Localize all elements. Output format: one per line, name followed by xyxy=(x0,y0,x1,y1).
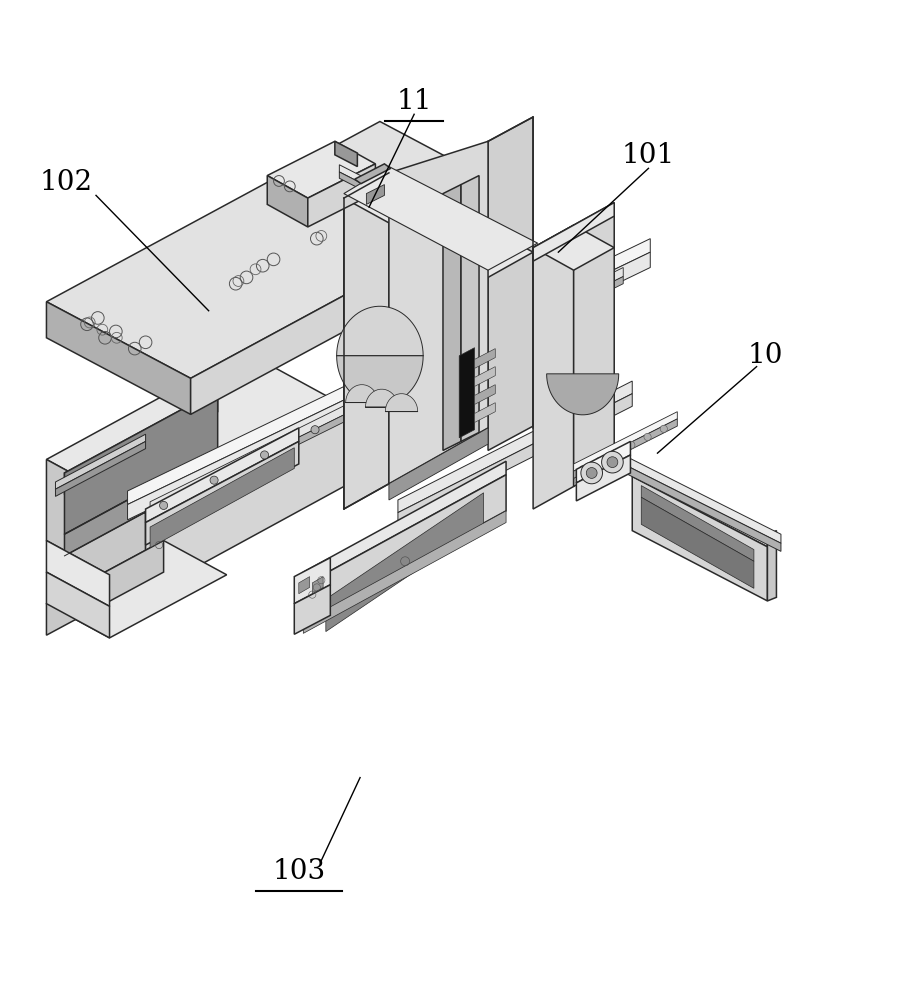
Polygon shape xyxy=(46,572,109,638)
Polygon shape xyxy=(303,475,506,622)
Polygon shape xyxy=(546,374,618,415)
Circle shape xyxy=(606,457,617,468)
Polygon shape xyxy=(334,141,357,167)
Polygon shape xyxy=(303,511,506,633)
Circle shape xyxy=(512,325,520,333)
Polygon shape xyxy=(388,141,488,484)
Polygon shape xyxy=(365,389,397,407)
Polygon shape xyxy=(366,185,384,204)
Polygon shape xyxy=(150,448,294,548)
Polygon shape xyxy=(474,403,495,422)
Polygon shape xyxy=(388,428,488,500)
Polygon shape xyxy=(459,348,474,438)
Polygon shape xyxy=(55,434,145,489)
Polygon shape xyxy=(336,356,423,405)
Polygon shape xyxy=(533,225,573,509)
Polygon shape xyxy=(339,172,452,236)
Polygon shape xyxy=(397,381,631,513)
Polygon shape xyxy=(613,450,780,543)
Polygon shape xyxy=(343,167,537,270)
Polygon shape xyxy=(613,459,780,551)
Polygon shape xyxy=(127,239,649,505)
Polygon shape xyxy=(640,486,753,561)
Polygon shape xyxy=(442,185,461,450)
Polygon shape xyxy=(150,276,622,518)
Polygon shape xyxy=(64,390,218,534)
Polygon shape xyxy=(46,541,109,606)
Circle shape xyxy=(581,462,601,484)
Polygon shape xyxy=(461,176,479,441)
Polygon shape xyxy=(640,497,753,588)
Circle shape xyxy=(260,451,268,459)
Circle shape xyxy=(209,476,218,484)
Text: 102: 102 xyxy=(40,169,93,196)
Polygon shape xyxy=(64,451,218,556)
Polygon shape xyxy=(299,577,309,594)
Polygon shape xyxy=(312,577,322,594)
Polygon shape xyxy=(474,349,495,368)
Polygon shape xyxy=(354,164,390,184)
Polygon shape xyxy=(631,464,767,547)
Circle shape xyxy=(361,400,369,409)
Circle shape xyxy=(579,466,586,473)
Circle shape xyxy=(563,299,571,308)
Polygon shape xyxy=(145,441,299,545)
Polygon shape xyxy=(294,558,330,604)
Polygon shape xyxy=(191,198,524,414)
Circle shape xyxy=(600,451,622,473)
Circle shape xyxy=(659,425,666,432)
Text: 103: 103 xyxy=(272,858,325,885)
Polygon shape xyxy=(533,203,613,261)
Polygon shape xyxy=(474,385,495,404)
Polygon shape xyxy=(345,385,377,403)
Polygon shape xyxy=(150,267,622,511)
Circle shape xyxy=(311,426,319,434)
Polygon shape xyxy=(46,459,145,595)
Polygon shape xyxy=(46,351,343,514)
Polygon shape xyxy=(474,367,495,386)
Circle shape xyxy=(159,501,167,509)
Polygon shape xyxy=(397,394,631,525)
Polygon shape xyxy=(385,394,417,412)
Polygon shape xyxy=(55,441,145,496)
Polygon shape xyxy=(64,390,218,495)
Polygon shape xyxy=(573,412,676,471)
Polygon shape xyxy=(267,176,307,227)
Polygon shape xyxy=(488,117,533,450)
Polygon shape xyxy=(46,541,163,635)
Polygon shape xyxy=(339,165,452,230)
Polygon shape xyxy=(294,585,330,634)
Polygon shape xyxy=(576,441,629,483)
Circle shape xyxy=(595,458,601,465)
Polygon shape xyxy=(267,141,375,198)
Circle shape xyxy=(627,441,634,449)
Circle shape xyxy=(643,433,650,441)
Polygon shape xyxy=(573,203,613,486)
Polygon shape xyxy=(145,405,343,595)
Circle shape xyxy=(461,350,470,358)
Circle shape xyxy=(586,468,597,478)
Text: 11: 11 xyxy=(396,88,432,115)
Polygon shape xyxy=(573,419,676,478)
Circle shape xyxy=(412,375,420,383)
Polygon shape xyxy=(336,306,423,356)
Polygon shape xyxy=(303,461,506,586)
Polygon shape xyxy=(343,173,388,509)
Polygon shape xyxy=(631,477,767,601)
Polygon shape xyxy=(46,302,191,414)
Polygon shape xyxy=(145,428,299,523)
Polygon shape xyxy=(533,225,613,270)
Polygon shape xyxy=(767,531,776,601)
Polygon shape xyxy=(46,121,524,378)
Text: 101: 101 xyxy=(621,142,675,169)
Polygon shape xyxy=(325,493,483,632)
Polygon shape xyxy=(46,541,227,638)
Text: 10: 10 xyxy=(747,342,783,369)
Polygon shape xyxy=(307,164,375,227)
Polygon shape xyxy=(576,455,629,501)
Circle shape xyxy=(610,450,618,457)
Polygon shape xyxy=(127,252,649,520)
Polygon shape xyxy=(343,173,533,277)
